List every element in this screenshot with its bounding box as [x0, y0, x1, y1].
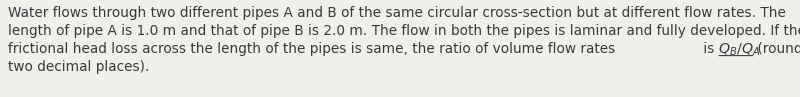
Text: Water flows through two different pipes A and B of the same circular cross-secti: Water flows through two different pipes … [8, 6, 786, 20]
Text: frictional head loss across the length of the pipes is same, the ratio of volume: frictional head loss across the length o… [8, 42, 620, 56]
Text: two decimal places).: two decimal places). [8, 60, 150, 74]
Text: $Q_B/Q_A$: $Q_B/Q_A$ [718, 42, 760, 58]
Text: is _____ (round off to: is _____ (round off to [698, 42, 800, 56]
Text: length of pipe A is 1.0 m and that of pipe B is 2.0 m. The flow in both the pipe: length of pipe A is 1.0 m and that of pi… [8, 24, 800, 38]
